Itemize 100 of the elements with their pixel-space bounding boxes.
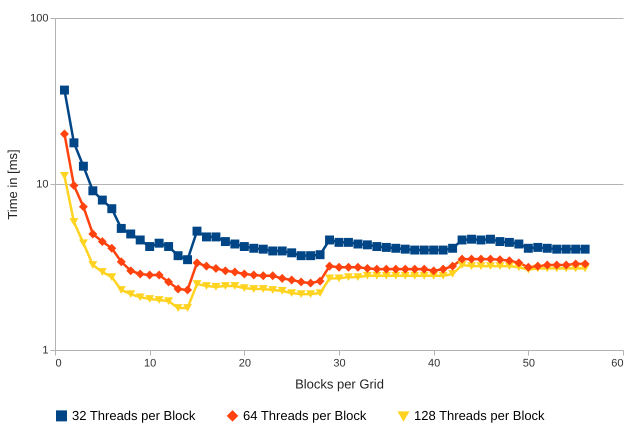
legend-label: 128 Threads per Block [414, 408, 546, 424]
point [230, 268, 240, 276]
point [552, 244, 562, 254]
point [230, 240, 240, 248]
point [504, 256, 514, 266]
point [571, 259, 580, 268]
point [192, 258, 202, 268]
point [116, 286, 126, 294]
point [78, 239, 88, 248]
point [174, 304, 183, 312]
point [107, 273, 116, 281]
point [249, 270, 258, 280]
point [136, 270, 145, 278]
point [438, 246, 448, 255]
point [136, 293, 145, 302]
x-tick-label: 30 [333, 358, 346, 370]
point [164, 277, 174, 286]
point [562, 260, 571, 270]
point [495, 237, 504, 246]
point [420, 246, 429, 255]
point [391, 244, 400, 253]
point [258, 244, 268, 254]
x-tick-label: 20 [238, 358, 251, 370]
point [476, 254, 486, 264]
point [334, 238, 344, 247]
point [296, 277, 306, 286]
point [136, 236, 145, 244]
point [183, 285, 192, 294]
point [220, 282, 230, 290]
point [98, 237, 107, 246]
point [429, 266, 438, 276]
point [580, 244, 590, 254]
point [154, 296, 164, 304]
point [183, 255, 192, 264]
point [78, 202, 88, 212]
point [268, 246, 278, 256]
point [353, 273, 362, 281]
point [287, 276, 296, 284]
point [107, 204, 116, 214]
point [353, 240, 362, 248]
point [278, 274, 287, 283]
point [325, 262, 334, 271]
point [458, 236, 467, 244]
point [524, 262, 533, 272]
point [145, 295, 154, 303]
point [211, 283, 220, 291]
legend-label: 32 Threads per Block [72, 408, 196, 423]
point [410, 264, 420, 274]
point [211, 264, 220, 273]
point [334, 274, 344, 282]
point [60, 130, 69, 138]
point [448, 244, 458, 253]
point [429, 246, 438, 255]
point [391, 264, 400, 274]
point [533, 242, 542, 252]
point [372, 272, 382, 280]
point [154, 238, 164, 248]
y-tick-label: 10 [36, 178, 48, 190]
point [78, 162, 88, 171]
point [202, 282, 211, 290]
point [164, 242, 174, 252]
point [580, 259, 590, 268]
point [524, 244, 533, 253]
point [88, 186, 98, 196]
point [174, 284, 183, 294]
point [164, 297, 174, 305]
point [174, 251, 183, 260]
point [69, 180, 78, 190]
point [287, 248, 296, 258]
point [382, 272, 391, 280]
point [372, 264, 382, 274]
point [126, 266, 136, 276]
point [88, 230, 98, 238]
point [306, 290, 316, 298]
point [533, 262, 542, 271]
point [571, 244, 580, 254]
point [220, 266, 230, 276]
legend-label: 64 Threads per Block [243, 408, 367, 423]
point [362, 264, 372, 273]
point [382, 242, 391, 252]
point [126, 290, 136, 298]
point [514, 240, 524, 248]
point [504, 238, 514, 247]
x-tick-label: 0 [56, 358, 62, 370]
point [258, 285, 268, 293]
point [296, 290, 306, 298]
y-tick-label: 1 [42, 344, 48, 356]
x-tick-label: 50 [522, 358, 535, 370]
point [183, 304, 192, 312]
point [334, 262, 344, 272]
point [420, 272, 429, 280]
point [344, 238, 353, 247]
point [296, 251, 306, 260]
point [240, 270, 249, 278]
point [467, 234, 476, 244]
point [410, 272, 420, 280]
y-tick-label: 100 [30, 12, 48, 24]
point [306, 251, 316, 260]
point [410, 246, 420, 255]
point [400, 272, 410, 280]
